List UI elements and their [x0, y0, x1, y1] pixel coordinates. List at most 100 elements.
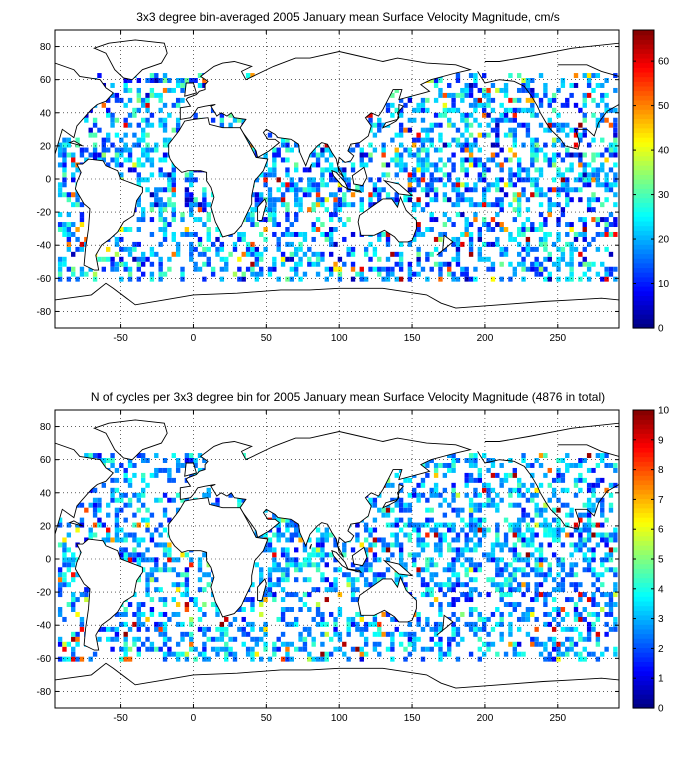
- data-bin: [145, 122, 150, 128]
- data-bin: [569, 241, 574, 247]
- data-bin: [538, 102, 544, 108]
- data-bin: [302, 592, 308, 598]
- data-bin: [438, 611, 443, 617]
- data-bin: [460, 132, 465, 138]
- colorbar-swatch: [633, 670, 654, 677]
- data-bin: [372, 246, 378, 252]
- colorbar-swatch: [633, 253, 654, 259]
- data-bin: [136, 97, 141, 103]
- data-bin: [140, 557, 146, 563]
- data-bin: [530, 497, 535, 503]
- data-bin: [127, 266, 133, 272]
- data-bin: [372, 497, 378, 503]
- data-bin: [543, 611, 548, 617]
- data-bin: [162, 507, 168, 513]
- data-bin: [551, 177, 557, 183]
- data-bin: [407, 477, 413, 483]
- data-bin: [613, 147, 618, 153]
- data-bin: [407, 172, 413, 178]
- data-bin: [451, 241, 456, 247]
- data-bin: [508, 626, 513, 632]
- data-bin: [560, 557, 566, 563]
- data-bin: [573, 246, 579, 252]
- data-bin: [311, 261, 316, 267]
- data-bin: [189, 241, 194, 247]
- data-bin: [578, 527, 583, 533]
- data-bin: [110, 497, 115, 503]
- data-bin: [289, 607, 295, 612]
- data-bin: [407, 97, 413, 103]
- data-bin: [482, 517, 487, 523]
- data-bin: [71, 192, 76, 198]
- data-bin: [495, 492, 500, 498]
- data-bin: [342, 651, 347, 657]
- colorbar-swatch: [633, 262, 654, 269]
- data-bin: [171, 127, 176, 133]
- data-bin: [368, 527, 373, 533]
- data-bin: [521, 616, 526, 622]
- data-bin: [477, 202, 483, 208]
- data-bin: [158, 187, 163, 193]
- data-bin: [224, 261, 229, 267]
- data-bin: [272, 162, 277, 168]
- data-bin: [145, 517, 150, 523]
- data-bin: [495, 522, 500, 528]
- data-bin: [447, 542, 452, 548]
- data-bin: [307, 557, 312, 563]
- data-bin: [372, 631, 378, 637]
- data-bin: [433, 487, 439, 493]
- data-bin: [464, 621, 469, 627]
- data-bin: [136, 227, 141, 232]
- data-bin: [499, 547, 504, 553]
- data-bin: [184, 202, 190, 208]
- data-bin: [254, 276, 260, 282]
- data-bin: [162, 207, 168, 213]
- data-bin: [215, 646, 220, 652]
- data-bin: [149, 251, 155, 257]
- data-bin: [62, 562, 67, 568]
- data-bin: [473, 182, 478, 188]
- data-bin: [508, 202, 513, 208]
- data-bin: [512, 522, 517, 528]
- data-bin: [398, 487, 404, 493]
- data-bin: [556, 477, 561, 483]
- data-bin: [473, 73, 478, 79]
- data-bin: [438, 522, 443, 528]
- data-bin: [294, 646, 299, 652]
- data-bin: [136, 621, 141, 627]
- data-bin: [158, 157, 163, 163]
- data-bin: [473, 97, 478, 103]
- data-bin: [359, 207, 364, 213]
- data-bin: [320, 542, 325, 548]
- data-bin: [495, 587, 500, 593]
- data-bin: [62, 172, 67, 178]
- data-bin: [390, 552, 395, 558]
- colorbar-swatch: [633, 234, 654, 241]
- data-bin: [495, 542, 500, 548]
- data-bin: [438, 621, 443, 627]
- data-bin: [468, 607, 474, 612]
- data-bin: [114, 611, 120, 617]
- data-bin: [429, 251, 434, 257]
- data-bin: [613, 482, 618, 488]
- data-bin: [136, 177, 141, 183]
- data-bin: [167, 567, 172, 573]
- data-bin: [530, 182, 535, 188]
- data-bin: [565, 646, 570, 652]
- colorbar-swatch: [633, 470, 654, 476]
- data-bin: [324, 142, 329, 148]
- data-bin: [569, 276, 574, 282]
- data-bin: [359, 266, 364, 272]
- data-bin: [543, 527, 548, 533]
- data-bin: [565, 182, 570, 188]
- data-bin: [582, 567, 587, 573]
- data-bin: [184, 651, 190, 657]
- data-bin: [538, 266, 544, 272]
- data-bin: [551, 507, 557, 513]
- coastline: [257, 577, 267, 601]
- colorbar-swatch: [633, 586, 654, 593]
- data-bin: [547, 162, 552, 168]
- data-bin: [385, 107, 391, 113]
- data-bin: [508, 127, 513, 133]
- data-bin: [604, 611, 609, 617]
